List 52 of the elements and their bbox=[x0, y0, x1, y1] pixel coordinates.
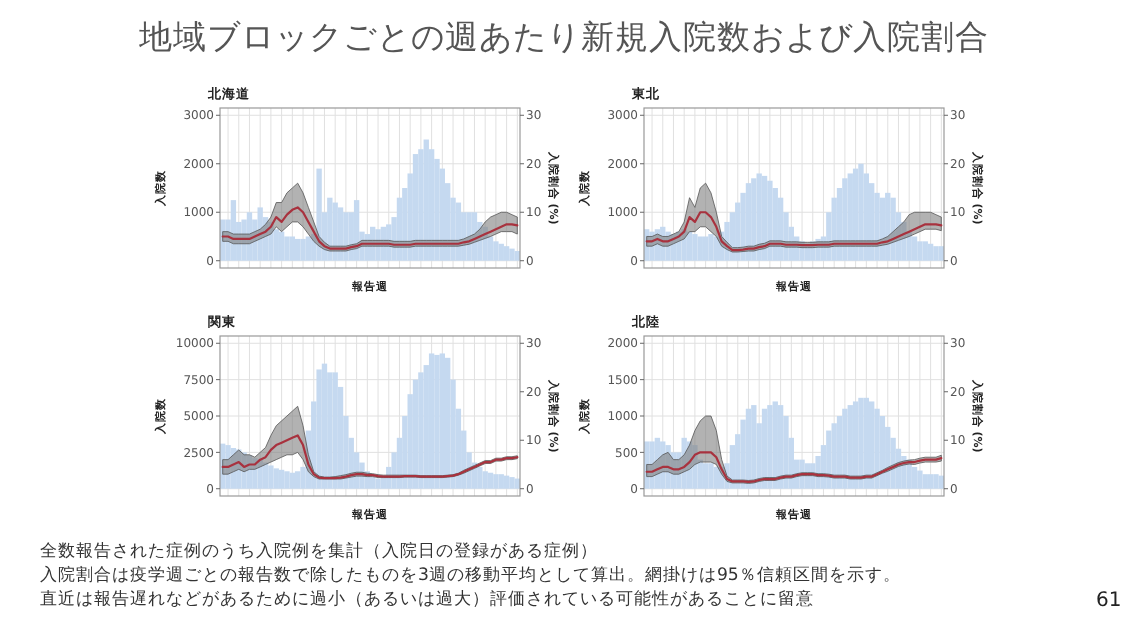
bar bbox=[708, 463, 714, 489]
line-series bbox=[645, 451, 943, 484]
bar bbox=[890, 197, 896, 261]
bar bbox=[879, 416, 886, 489]
bar bbox=[713, 466, 719, 489]
bar bbox=[327, 197, 333, 261]
line-series bbox=[221, 434, 519, 480]
bar bbox=[225, 445, 231, 489]
bar bbox=[471, 212, 478, 261]
bar bbox=[826, 430, 832, 489]
bar bbox=[262, 462, 269, 489]
bar bbox=[686, 231, 693, 261]
bar bbox=[386, 224, 392, 261]
bar bbox=[273, 229, 279, 261]
bar bbox=[692, 445, 698, 489]
bar bbox=[477, 466, 483, 489]
bar bbox=[665, 231, 671, 261]
bar bbox=[713, 236, 719, 261]
bar bbox=[375, 478, 381, 489]
line-series bbox=[221, 206, 519, 250]
bar bbox=[316, 369, 322, 489]
bar bbox=[911, 466, 918, 489]
text: 全数報告された症例のうち入院例を集計（入院日の登録がある症例） bbox=[40, 540, 598, 562]
bar bbox=[911, 236, 918, 261]
bar bbox=[353, 200, 360, 261]
bar bbox=[268, 221, 274, 261]
bar bbox=[246, 212, 253, 261]
bar bbox=[305, 236, 312, 261]
bar bbox=[316, 168, 322, 261]
bar bbox=[649, 441, 655, 489]
bar bbox=[412, 154, 419, 261]
bar bbox=[241, 452, 247, 489]
bar bbox=[252, 458, 258, 489]
bar bbox=[799, 241, 805, 261]
bar bbox=[649, 231, 655, 261]
text: 地域ブロックごとの週あたり新規入院数および入院割合 bbox=[137, 18, 989, 56]
text: 直近は報告遅れなどがあるために過小（あるいは過大）評価されている可能性があることに留意 bbox=[40, 588, 814, 610]
bar bbox=[751, 405, 757, 489]
bar bbox=[901, 456, 907, 489]
bar bbox=[230, 200, 237, 261]
bar bbox=[665, 445, 671, 489]
bar bbox=[879, 197, 886, 261]
line-series bbox=[645, 211, 943, 252]
bar bbox=[660, 441, 666, 489]
text: 入院割合は疫学週ごとの報告数で除したものを3週の移動平均として算出。網掛けは95％信頼区間を示す。 bbox=[40, 564, 901, 586]
bar bbox=[917, 470, 923, 489]
bar bbox=[761, 408, 768, 489]
text: 61 bbox=[1096, 590, 1122, 612]
bar bbox=[708, 234, 714, 261]
bar bbox=[885, 192, 891, 261]
bar bbox=[257, 207, 263, 261]
bar bbox=[493, 241, 499, 261]
